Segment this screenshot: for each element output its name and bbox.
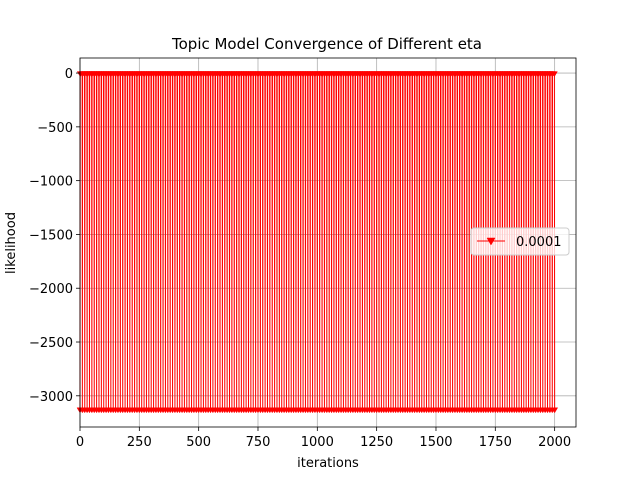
plot-frame	[79, 57, 577, 428]
chart-title: Topic Model Convergence of Different eta	[171, 35, 482, 53]
x-tick-label: 2000	[538, 435, 571, 450]
legend-box	[470, 227, 570, 256]
x-tick-label: 0	[76, 435, 84, 450]
y-tick-label: −2500	[29, 336, 73, 351]
x-tick-label: 500	[186, 435, 211, 450]
y-tick-label: 0	[65, 67, 73, 82]
x-tick-label: 1500	[419, 435, 452, 450]
x-tick-label: 1250	[360, 435, 393, 450]
x-tick-label: 750	[246, 435, 271, 450]
x-tick-label: 1000	[301, 435, 334, 450]
x-tick-label: 1750	[479, 435, 512, 450]
y-tick-label: −2000	[29, 282, 73, 297]
y-tick-label: −3000	[29, 390, 73, 405]
y-tick-label: −500	[37, 121, 73, 136]
y-axis-label: likelihood	[4, 212, 19, 274]
ticks-layer: 0 250 500 750 1000 1250 1500 1750 2000 0 −500 −1000…	[29, 67, 571, 450]
series-markers	[76, 71, 559, 414]
y-tick-label: −1000	[29, 175, 73, 190]
legend-marker-icon	[486, 237, 496, 246]
series-layer	[76, 71, 559, 414]
x-axis-label: iterations	[297, 456, 359, 471]
y-tick-label: −1500	[29, 228, 73, 243]
data-point	[550, 71, 558, 78]
x-tick-label: 250	[127, 435, 152, 450]
legend-label: 0.0001	[516, 235, 562, 250]
legend: 0.0001	[470, 227, 570, 256]
data-point	[551, 407, 559, 414]
